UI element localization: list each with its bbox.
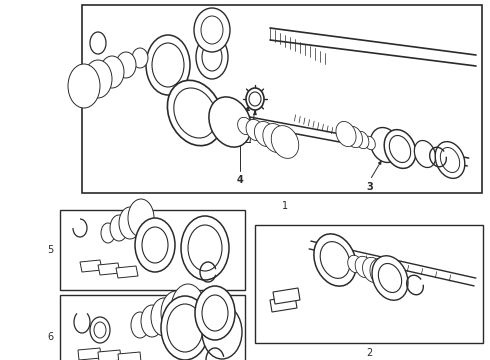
Ellipse shape (336, 121, 356, 147)
Ellipse shape (246, 120, 264, 141)
Ellipse shape (355, 131, 369, 149)
Ellipse shape (263, 123, 287, 153)
Ellipse shape (146, 35, 190, 95)
Ellipse shape (202, 295, 228, 331)
Ellipse shape (168, 80, 222, 146)
Ellipse shape (202, 43, 222, 71)
Polygon shape (98, 263, 120, 275)
Ellipse shape (84, 60, 112, 98)
Ellipse shape (314, 234, 356, 286)
Ellipse shape (116, 52, 136, 78)
Ellipse shape (90, 317, 110, 343)
Ellipse shape (390, 135, 411, 162)
Ellipse shape (370, 258, 394, 288)
Bar (60, 295, 245, 360)
Bar (255, 225, 483, 343)
Bar (82, 5, 482, 193)
Polygon shape (98, 350, 121, 360)
Bar (60, 210, 245, 290)
Text: 5: 5 (47, 245, 53, 255)
Ellipse shape (355, 256, 373, 278)
Ellipse shape (271, 126, 299, 158)
Ellipse shape (94, 322, 106, 338)
Polygon shape (273, 288, 300, 304)
Ellipse shape (345, 126, 363, 148)
Polygon shape (116, 266, 138, 278)
Ellipse shape (196, 35, 228, 79)
Ellipse shape (384, 130, 416, 168)
Ellipse shape (348, 255, 362, 273)
Ellipse shape (141, 305, 163, 337)
Polygon shape (78, 348, 101, 360)
Ellipse shape (68, 64, 100, 108)
Ellipse shape (142, 227, 168, 263)
Ellipse shape (167, 304, 203, 352)
Polygon shape (118, 352, 141, 360)
Ellipse shape (320, 242, 350, 278)
Ellipse shape (370, 127, 400, 162)
Ellipse shape (152, 43, 184, 87)
Ellipse shape (202, 305, 242, 359)
Ellipse shape (174, 88, 216, 138)
Ellipse shape (131, 312, 149, 338)
Ellipse shape (372, 256, 408, 300)
Ellipse shape (181, 216, 229, 280)
Text: 4: 4 (237, 175, 244, 185)
Polygon shape (270, 296, 297, 312)
Text: 2: 2 (366, 348, 372, 358)
Ellipse shape (161, 296, 209, 360)
Ellipse shape (195, 286, 235, 340)
Text: 1: 1 (282, 201, 288, 211)
Ellipse shape (201, 16, 223, 44)
Ellipse shape (249, 92, 261, 106)
Ellipse shape (101, 223, 115, 243)
Ellipse shape (378, 264, 402, 293)
Ellipse shape (363, 257, 384, 283)
Ellipse shape (209, 97, 251, 147)
Ellipse shape (100, 56, 124, 88)
Ellipse shape (151, 298, 177, 336)
Ellipse shape (435, 141, 465, 179)
Ellipse shape (254, 121, 275, 147)
Text: 3: 3 (367, 182, 373, 192)
Ellipse shape (110, 215, 128, 241)
Ellipse shape (238, 117, 252, 135)
Ellipse shape (161, 291, 191, 335)
Ellipse shape (128, 199, 154, 237)
Ellipse shape (441, 148, 460, 172)
Ellipse shape (365, 136, 375, 150)
Text: 6: 6 (47, 332, 53, 342)
Ellipse shape (171, 284, 205, 334)
Ellipse shape (132, 48, 148, 68)
Ellipse shape (194, 8, 230, 52)
Ellipse shape (188, 225, 222, 271)
Ellipse shape (415, 140, 436, 167)
Ellipse shape (119, 207, 141, 239)
Ellipse shape (135, 218, 175, 272)
Ellipse shape (246, 88, 264, 110)
Polygon shape (80, 260, 102, 272)
